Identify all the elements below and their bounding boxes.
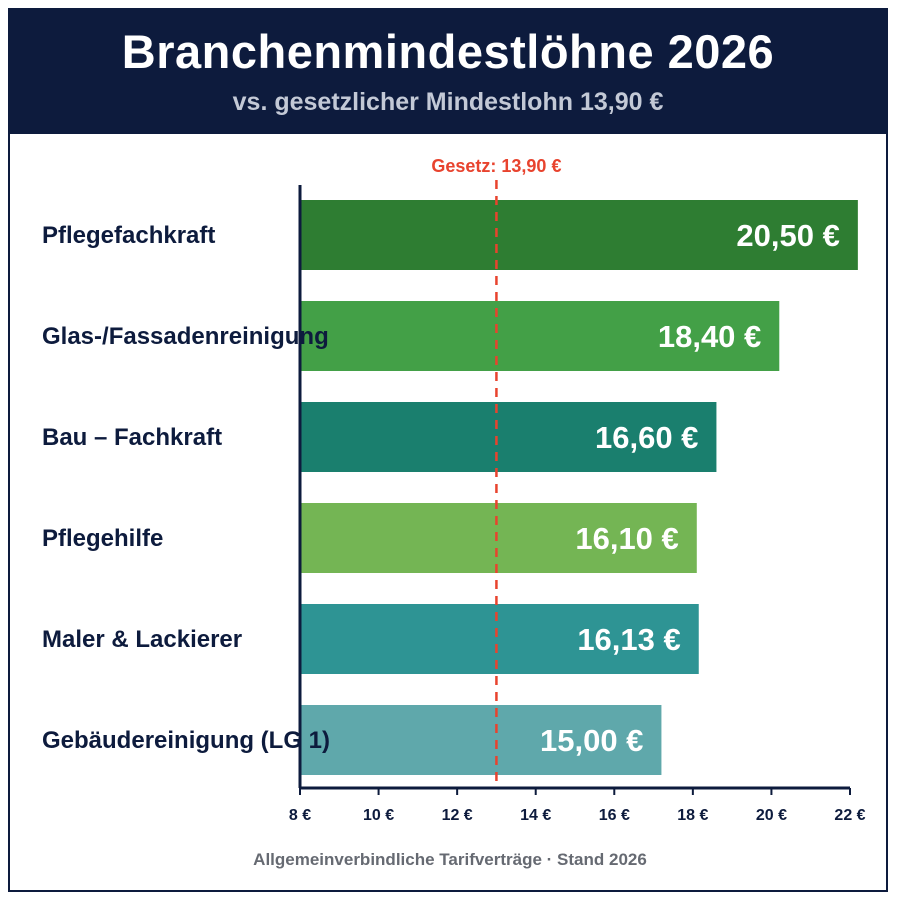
x-tick-label: 14 €	[520, 807, 551, 824]
bar	[300, 301, 780, 371]
x-tick-label: 10 €	[363, 807, 394, 824]
x-tick-label: 16 €	[599, 807, 630, 824]
chart-subtitle: vs. gesetzlicher Mindestlohn 13,90 €	[232, 88, 664, 116]
category-label: Pflegehilfe	[42, 525, 163, 552]
reference-line-label: Gesetz: 13,90 €	[431, 156, 561, 176]
category-label: Gebäudereinigung (LG 1)	[42, 727, 330, 754]
value-label: 16,10 €	[575, 521, 678, 556]
bar	[300, 200, 858, 270]
x-tick-label: 22 €	[834, 807, 865, 824]
category-label: Maler & Lackierer	[42, 626, 242, 653]
value-label: 15,00 €	[540, 723, 643, 758]
value-label: 18,40 €	[658, 319, 761, 354]
x-tick-label: 8 €	[289, 807, 311, 824]
bar	[300, 604, 699, 674]
value-label: 16,13 €	[577, 622, 680, 657]
x-tick-label: 20 €	[756, 807, 787, 824]
x-tick-label: 18 €	[677, 807, 708, 824]
bar	[300, 503, 697, 573]
value-label: 20,50 €	[736, 218, 839, 253]
source-note: Allgemeinverbindliche Tarifverträge · St…	[253, 850, 647, 869]
category-label: Pflegefachkraft	[42, 222, 215, 249]
category-label: Glas-/Fassadenreinigung	[42, 323, 329, 350]
category-label: Bau – Fachkraft	[42, 424, 222, 451]
value-label: 16,60 €	[595, 420, 698, 455]
x-tick-label: 12 €	[442, 807, 473, 824]
bar	[300, 705, 662, 775]
chart-title: Branchenmindestlöhne 2026	[121, 25, 775, 78]
bar	[300, 402, 717, 472]
header-banner: Branchenmindestlöhne 2026 vs. gesetzlich…	[10, 10, 886, 134]
